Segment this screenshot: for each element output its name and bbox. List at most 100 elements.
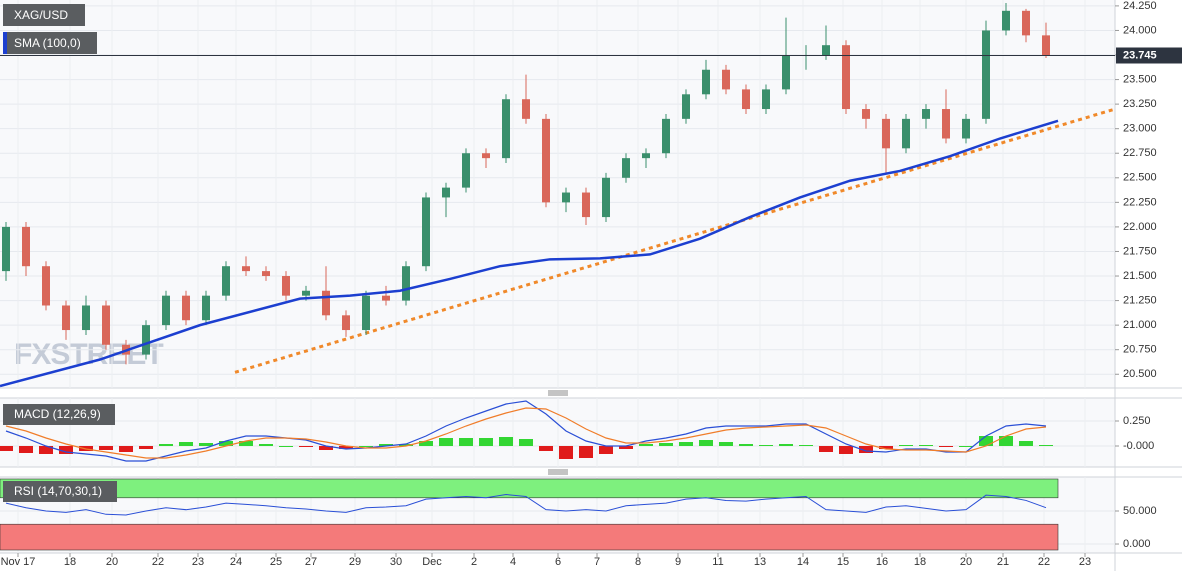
candle-body	[842, 45, 850, 110]
rsi-line	[5, 493, 1047, 516]
candle-body	[602, 177, 610, 218]
candle-body	[522, 99, 530, 119]
candle-body	[302, 290, 310, 296]
macd-histogram-bar	[179, 442, 193, 446]
x-tick-label: 24	[230, 556, 242, 568]
macd-histogram-bar	[919, 445, 933, 446]
candle-body	[22, 226, 30, 267]
macd-histogram-bar	[979, 436, 993, 446]
y-tick-label: 21.250	[1123, 294, 1157, 306]
macd-histogram-bar	[119, 446, 133, 452]
macd-histogram-bar	[559, 446, 573, 459]
macd-histogram-bar	[579, 446, 593, 458]
macd-histogram-bar	[719, 442, 733, 446]
macd-histogram-bar	[839, 446, 853, 454]
macd-histogram-bar	[679, 442, 693, 446]
x-tick-label: 29	[349, 556, 361, 568]
x-tick-label: 7	[594, 556, 600, 568]
macd-histogram-bar	[239, 441, 253, 446]
candle-body	[922, 109, 930, 119]
x-tick-label: 22	[1038, 556, 1050, 568]
macd-histogram-bar	[939, 446, 953, 447]
macd-histogram-bar	[739, 444, 753, 446]
candle-body	[682, 94, 690, 119]
x-tick-label: 21	[997, 556, 1009, 568]
macd-histogram-bar	[779, 444, 793, 446]
x-tick-label: 18	[64, 556, 76, 568]
x-tick-label: 9	[675, 556, 681, 568]
plot-layer: 20.500 20.750 21.000 21.250 21.500 21.750 22.0…	[0, 0, 1157, 568]
x-tick-label: 15	[837, 556, 849, 568]
x-tick-label: 22	[152, 556, 164, 568]
candle-body	[982, 30, 990, 119]
y-tick-label: 23.250	[1123, 98, 1157, 110]
candle-body	[702, 69, 710, 95]
macd-histogram-bar	[159, 444, 173, 446]
macd-histogram-bar	[539, 446, 553, 451]
candle-body	[422, 197, 430, 267]
y-tick-label: 23.500	[1123, 73, 1157, 85]
sma-line	[0, 119, 1059, 388]
macd-histogram-bar	[499, 437, 513, 446]
candle-body	[482, 153, 490, 159]
y-tick-label: 24.000	[1123, 24, 1157, 36]
x-tick-label: 2	[471, 556, 477, 568]
trend-line	[234, 107, 1116, 374]
y-tick-label: 22.250	[1123, 196, 1157, 208]
macd-histogram-bar	[59, 446, 73, 454]
signal-line	[5, 407, 1047, 459]
y-tick-label: 0.000	[1123, 538, 1151, 550]
candle-body	[82, 305, 90, 331]
macd-histogram-bar	[879, 446, 893, 449]
macd-histogram-bar	[639, 444, 653, 446]
y-tick-label: 24.250	[1123, 0, 1157, 12]
macd-histogram-bar	[1019, 441, 1033, 446]
candle-body	[882, 118, 890, 149]
x-tick-label: 23	[192, 556, 204, 568]
x-tick-label: 16	[876, 556, 888, 568]
y-tick-label: 22.000	[1123, 221, 1157, 233]
macd-histogram-bar	[99, 446, 113, 450]
y-tick-label: 22.750	[1123, 147, 1157, 159]
macd-histogram-bar	[339, 446, 353, 449]
macd-histogram-bar	[219, 441, 233, 446]
candle-body	[582, 192, 590, 218]
macd-label: MACD (12,26,9)	[14, 407, 101, 421]
candle-body	[342, 315, 350, 331]
resize-handle[interactable]	[548, 390, 568, 475]
last-price-box	[1116, 47, 1182, 64]
x-tick-label: 14	[797, 556, 809, 568]
candle-body	[742, 89, 750, 110]
macd-histogram-bar	[39, 446, 53, 454]
candle-body	[622, 158, 630, 178]
x-tick-label: 4	[510, 556, 516, 568]
macd-histogram-bar	[19, 446, 33, 453]
candle-body	[562, 192, 570, 203]
x-tick-label: 18	[914, 556, 926, 568]
candle-body	[402, 266, 410, 301]
candle-body	[282, 276, 290, 296]
candle-body	[642, 153, 650, 159]
candle-body	[502, 99, 510, 159]
rsi-label: RSI (14,70,30,1)	[14, 484, 102, 498]
oversold-band	[0, 523, 1059, 551]
macd-histogram-bar	[399, 444, 413, 446]
candle-body	[782, 55, 790, 90]
macd-histogram-bar	[379, 444, 393, 446]
macd-histogram-bar	[759, 445, 773, 446]
x-tick-label: 23	[1079, 556, 1091, 568]
y-tick-label: 50.000	[1123, 505, 1157, 517]
y-tick-label: 21.000	[1123, 319, 1157, 331]
sma-label-box	[3, 32, 97, 54]
y-tick-label: 22.500	[1123, 172, 1157, 184]
candle-body	[442, 187, 450, 198]
candle-body	[662, 118, 670, 154]
macd-histogram-bar	[819, 446, 833, 452]
macd-histogram-bar	[139, 446, 153, 449]
y-tick-label: 23.000	[1123, 123, 1157, 135]
macd-histogram-bar	[0, 446, 13, 451]
y-tick-label: 20.500	[1123, 368, 1157, 380]
macd-histogram-bar	[479, 438, 493, 446]
macd-histogram-bar	[999, 436, 1013, 446]
